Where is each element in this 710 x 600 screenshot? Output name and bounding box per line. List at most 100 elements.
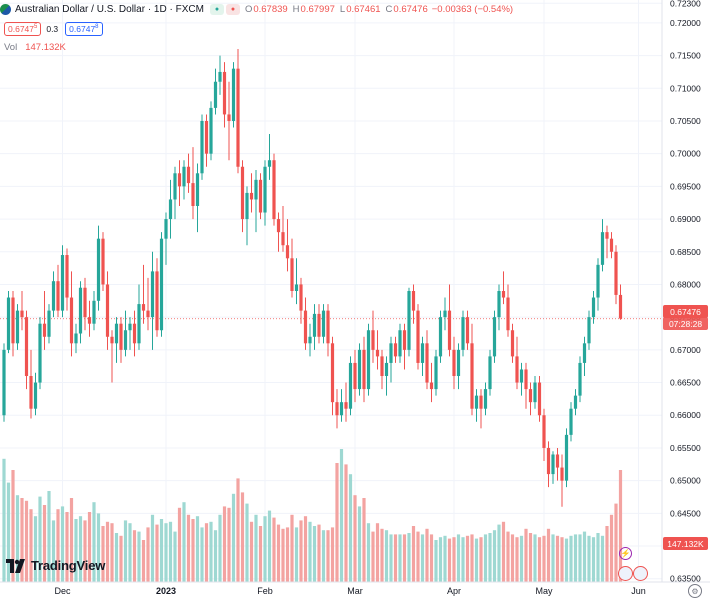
- lightning-icon[interactable]: ⚡: [619, 547, 632, 560]
- volume-bar: [501, 521, 506, 582]
- high-key: H: [292, 4, 300, 15]
- candle-body: [582, 343, 587, 363]
- candle-body: [87, 317, 92, 324]
- candle-body: [276, 219, 281, 233]
- candle-body: [317, 313, 321, 337]
- candle-body: [429, 382, 434, 390]
- price-tick-label: 0.72000: [670, 18, 701, 28]
- volume-bar: [267, 510, 272, 582]
- candle-body: [515, 356, 519, 383]
- candle-body: [51, 281, 56, 311]
- sell-price: 0.6747: [8, 24, 34, 34]
- volume-bar: [510, 534, 515, 582]
- volume-bar: [159, 519, 164, 582]
- candle-body: [591, 297, 596, 318]
- candle-body: [483, 389, 488, 409]
- volume-bar: [303, 516, 308, 582]
- volume-legend: Vol 147.132K: [0, 42, 66, 53]
- volume-bar: [33, 516, 38, 582]
- volume-bar: [87, 512, 92, 582]
- tradingview-logo[interactable]: TradingView: [6, 558, 105, 573]
- price-tick-label: 0.68000: [670, 279, 701, 289]
- time-axis[interactable]: Dec2023FebMarAprMayJunJul: [54, 586, 710, 596]
- volume-bar: [65, 512, 69, 582]
- candle-body: [65, 255, 69, 298]
- volume-bar: [578, 534, 582, 582]
- candle-body: [609, 238, 614, 252]
- price-tick-label: 0.66000: [670, 410, 701, 420]
- volume-bar: [326, 530, 330, 582]
- volume-bar: [240, 492, 245, 582]
- volume-bar: [96, 513, 101, 582]
- candle-body: [398, 330, 402, 357]
- volume-bar: [497, 524, 501, 582]
- volume-bar: [60, 506, 65, 582]
- volume-label[interactable]: Vol: [4, 42, 18, 53]
- candle-body: [150, 271, 155, 318]
- candle-body: [528, 389, 533, 403]
- volume-bar: [141, 540, 146, 582]
- candle-body: [312, 313, 317, 337]
- volume-bar: [69, 498, 74, 582]
- volume-bar: [339, 449, 344, 582]
- volume-bar: [132, 530, 137, 582]
- event-flag-icon[interactable]: ●: [225, 4, 240, 15]
- price-tick-label: 0.63500: [670, 574, 701, 584]
- volume-bar: [546, 528, 551, 582]
- event-flag-us-icon[interactable]: [618, 566, 633, 581]
- volume-bar: [2, 458, 6, 582]
- event-flag-au-icon[interactable]: [633, 566, 648, 581]
- candle-body: [227, 114, 231, 121]
- candle-body: [501, 291, 506, 298]
- candle-body: [587, 317, 591, 344]
- volume-bar: [114, 533, 119, 582]
- low-key: L: [339, 4, 346, 15]
- symbol-title[interactable]: Australian Dollar / U.S. Dollar · 1D · F…: [15, 4, 204, 15]
- candle-body: [578, 362, 582, 396]
- time-tick-label: Apr: [447, 586, 461, 596]
- volume-bar: [434, 540, 438, 582]
- volume-bar: [231, 493, 236, 582]
- candle-body: [303, 310, 308, 344]
- volume-bar: [101, 526, 105, 582]
- candle-body: [420, 343, 425, 363]
- volume-bar: [357, 506, 362, 582]
- high-value: 0.67997: [300, 4, 335, 15]
- candle-body: [33, 382, 38, 409]
- time-tick-label: Mar: [347, 586, 363, 596]
- candle-body: [6, 297, 11, 350]
- candle-body: [618, 294, 623, 319]
- volume-bar: [56, 509, 60, 582]
- countdown-tag: 07:28:28: [663, 317, 708, 330]
- spread-value: 0.3: [46, 24, 59, 34]
- candle-body: [308, 336, 312, 344]
- volume-bar: [492, 530, 497, 582]
- volume-bar: [276, 524, 281, 582]
- volume-bar: [213, 530, 218, 582]
- volume-bar: [465, 535, 470, 582]
- market-status-icon[interactable]: ●: [209, 4, 224, 15]
- candle-body: [267, 160, 272, 167]
- candle-body: [11, 297, 15, 344]
- candle-body: [137, 304, 141, 344]
- price-tick-label: 0.70000: [670, 149, 701, 159]
- price-tick-label: 0.64500: [670, 508, 701, 518]
- candle-body: [218, 71, 222, 82]
- volume-bar: [47, 491, 51, 582]
- candle-body: [326, 310, 330, 344]
- volume-bar: [191, 519, 195, 582]
- sell-button[interactable]: 0.67475: [4, 22, 42, 36]
- close-value: 0.67476: [393, 4, 428, 15]
- candle-body: [555, 454, 560, 468]
- candle-body: [123, 330, 128, 350]
- buy-button[interactable]: 0.67478: [65, 22, 103, 36]
- candle-body: [375, 349, 380, 357]
- candle-body: [353, 362, 357, 390]
- volume-bar: [236, 478, 240, 582]
- price-axis[interactable]: 0.72300 0.72000 0.71500 0.71000 0.70500 0.700…: [670, 0, 701, 584]
- volume-bar: [186, 514, 191, 582]
- volume-bar: [254, 514, 258, 582]
- settings-gear-icon[interactable]: ⚙: [688, 584, 702, 598]
- volume-bar: [330, 527, 335, 582]
